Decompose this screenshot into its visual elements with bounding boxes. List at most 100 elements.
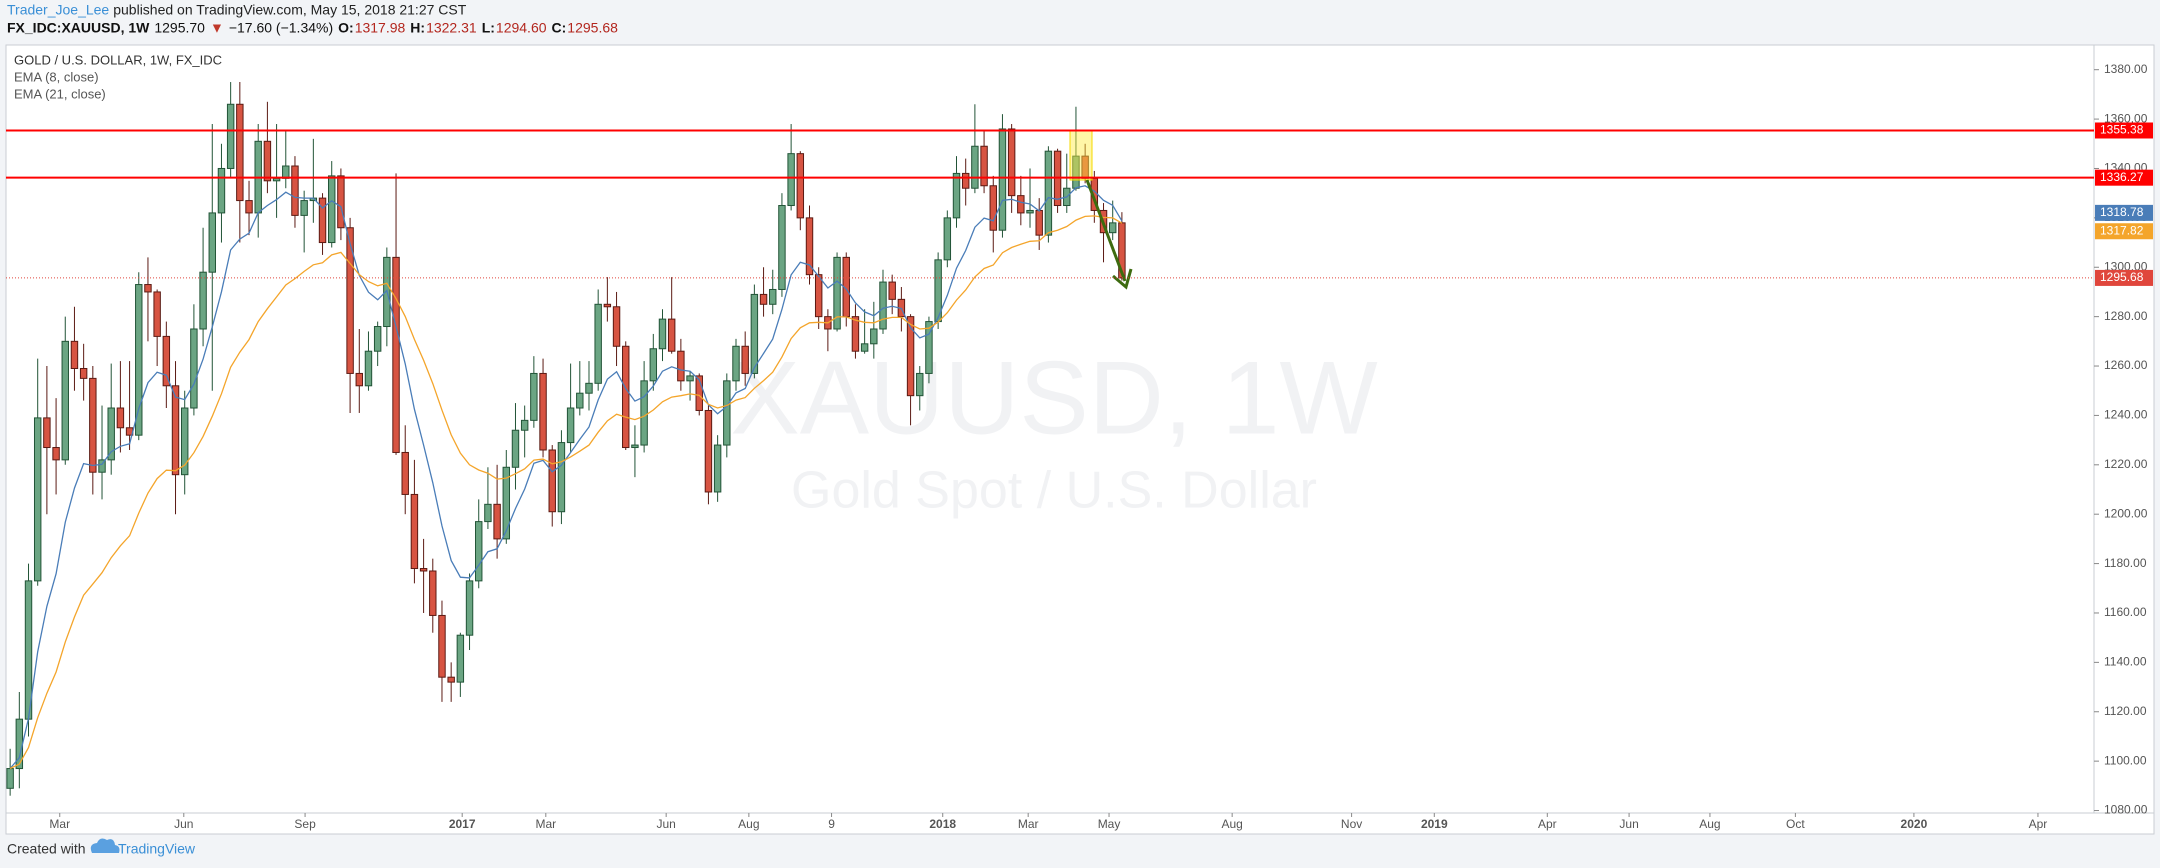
candle-body xyxy=(943,217,952,261)
footer-text: Created with xyxy=(7,841,86,857)
candle-body xyxy=(860,343,869,352)
x-tick-label: 2017 xyxy=(449,817,476,831)
footer-brand[interactable]: TradingView xyxy=(118,841,196,857)
candle-body xyxy=(778,205,786,290)
arrow-shaft xyxy=(1085,179,1127,282)
candle-body xyxy=(33,417,42,582)
candle-body xyxy=(153,291,161,337)
candle-body xyxy=(906,316,915,397)
candle-body xyxy=(291,165,299,216)
time-axis xyxy=(5,812,2155,835)
price-tag-label: 1336.27 xyxy=(2100,170,2144,184)
candle-body xyxy=(1026,209,1034,214)
candle-body xyxy=(677,350,685,382)
candle-body xyxy=(429,570,437,616)
candle-body xyxy=(576,392,584,409)
header-item: 1295.70 xyxy=(154,20,205,36)
x-tick-label: May xyxy=(1098,817,1121,831)
candle-body xyxy=(833,256,841,330)
price-tag-label: 1318.78 xyxy=(2100,205,2144,219)
candle-body xyxy=(43,417,51,449)
candle-body xyxy=(180,407,189,476)
candle-body xyxy=(107,407,115,461)
header-item: O: xyxy=(338,20,354,36)
candle-body xyxy=(961,172,970,189)
candle-body xyxy=(649,348,658,382)
candle-body xyxy=(89,377,97,473)
candle-body xyxy=(171,385,180,476)
candle-body xyxy=(658,318,667,350)
candle-body xyxy=(704,409,713,493)
x-tick-label: Aug xyxy=(1699,817,1720,831)
legend-title: GOLD / U.S. DOLLAR, 1W, FX_IDC xyxy=(14,52,222,67)
header-item: C: xyxy=(552,20,567,36)
header-item: 1317.98 xyxy=(355,20,406,36)
header-item: 1295.68 xyxy=(567,20,618,36)
y-tick-label: 1080.00 xyxy=(2104,803,2148,817)
candle-body xyxy=(520,419,529,431)
candle-body xyxy=(566,407,575,444)
candle-body xyxy=(493,503,501,540)
header-item: −17.60 (−1.34%) xyxy=(229,20,333,36)
candle-body xyxy=(796,153,805,219)
candle-body xyxy=(1108,222,1117,234)
candle-body xyxy=(236,103,244,202)
y-tick-label: 1240.00 xyxy=(2104,408,2148,422)
candle-body xyxy=(713,444,722,493)
candle-body xyxy=(750,293,759,374)
tv-logo[interactable] xyxy=(90,838,120,853)
y-tick-label: 1100.00 xyxy=(2104,753,2147,767)
candle-body xyxy=(373,326,382,352)
candle-body xyxy=(925,321,933,374)
candle-body xyxy=(539,372,547,451)
y-tick-label: 1280.00 xyxy=(2104,309,2148,323)
candle-body xyxy=(511,429,520,468)
price-tag xyxy=(2095,169,2153,186)
candle-body xyxy=(667,318,676,352)
price-tag-label: 1295.68 xyxy=(2100,270,2144,284)
candle-body xyxy=(530,372,538,421)
candle-body xyxy=(456,634,465,683)
candle-body xyxy=(631,444,639,449)
price-tag-label: 1355.38 xyxy=(2100,123,2144,137)
candle-body xyxy=(162,335,171,387)
x-tick-label: Apr xyxy=(2029,817,2048,831)
watermark: XAUUSD, 1W xyxy=(730,340,1377,456)
candle-body xyxy=(484,503,492,523)
plot xyxy=(6,82,1126,796)
header-item: 1294.60 xyxy=(496,20,547,36)
candle-body xyxy=(410,493,419,570)
price-tag xyxy=(2095,122,2153,139)
candle-body xyxy=(475,521,483,582)
header-item: H: xyxy=(410,20,425,36)
candle-body xyxy=(419,568,428,572)
y-tick-label: 1200.00 xyxy=(2104,506,2148,520)
candle-body xyxy=(916,372,924,397)
candle-body xyxy=(263,140,272,182)
candle-body xyxy=(998,128,1007,231)
x-tick-label: Nov xyxy=(1341,817,1362,831)
candle-body xyxy=(585,382,593,394)
y-tick-label: 1160.00 xyxy=(2104,605,2147,619)
candle-body xyxy=(364,350,373,387)
candle-body xyxy=(70,340,79,369)
candle-body xyxy=(217,167,226,214)
candle-body xyxy=(612,306,621,347)
x-tick-label: Aug xyxy=(1221,817,1242,831)
header-item: 1322.31 xyxy=(426,20,477,36)
candle-body xyxy=(272,177,281,182)
author[interactable]: Trader_Joe_Lee xyxy=(7,2,109,18)
candle-body xyxy=(79,367,88,379)
y-tick-label: 1120.00 xyxy=(2104,704,2147,718)
price-tag xyxy=(2095,269,2153,286)
candle-body xyxy=(52,447,60,461)
candle-body xyxy=(603,303,612,308)
candle-body xyxy=(594,303,602,384)
x-tick-label: Jun xyxy=(1619,817,1638,831)
x-tick-label: 2018 xyxy=(929,817,956,831)
x-tick-label: Sep xyxy=(294,817,316,831)
candle-body xyxy=(447,676,455,683)
candle-body xyxy=(346,227,354,374)
header-item: L: xyxy=(482,20,495,36)
